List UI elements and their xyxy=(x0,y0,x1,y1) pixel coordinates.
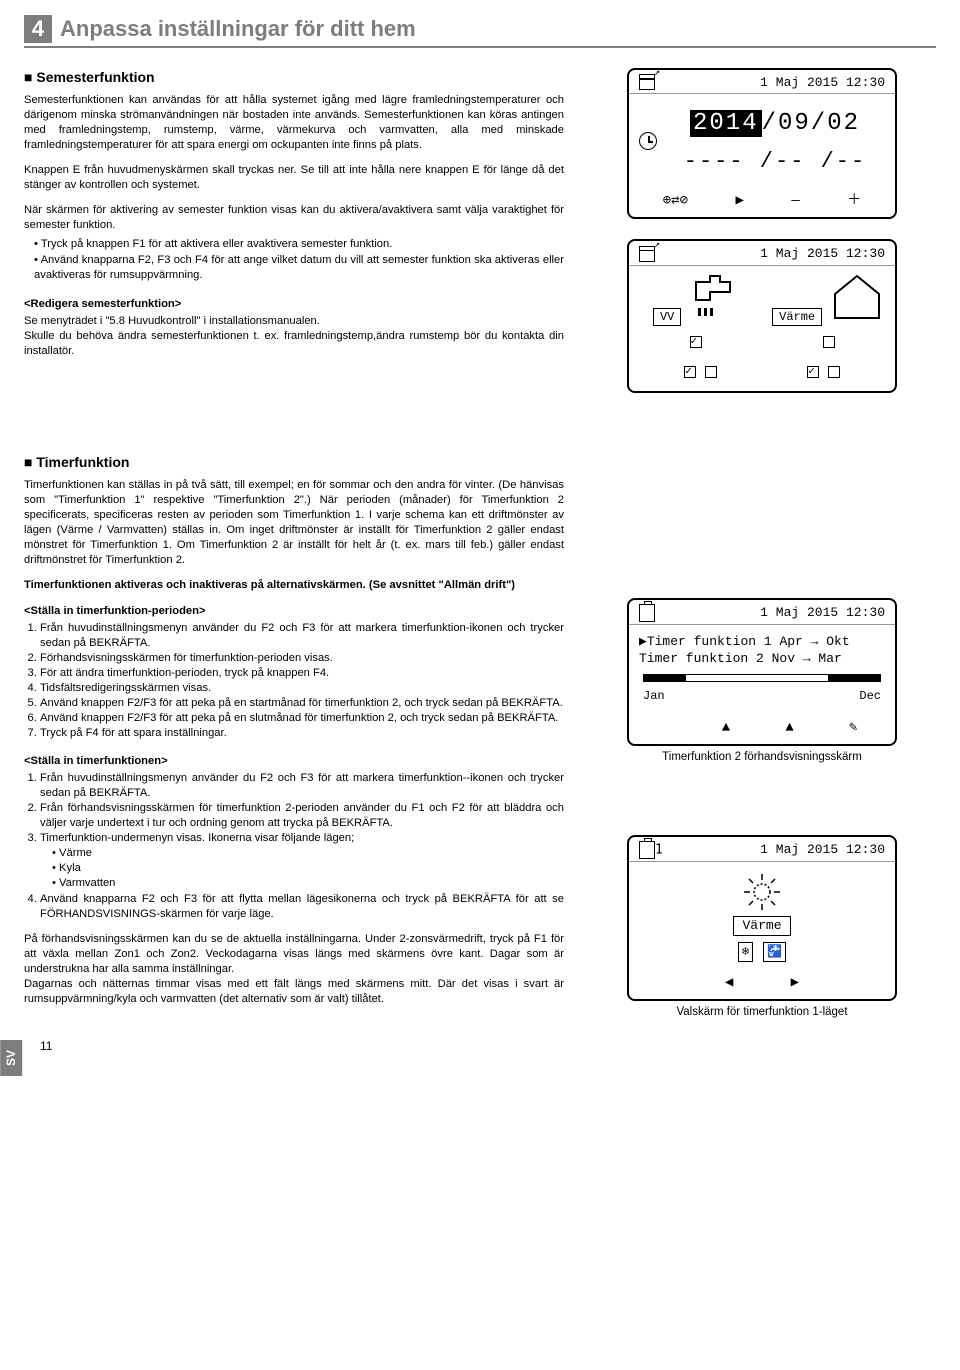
timer-line-2: Timer funktion 2 Nov → Mar xyxy=(639,650,885,668)
section-title: Anpassa inställningar för ditt hem xyxy=(60,14,416,44)
softkey-icon: ✎ xyxy=(849,719,857,738)
period-steps: Från huvudinställningsmenyn använder du … xyxy=(24,621,564,742)
checkbox-icon xyxy=(807,366,819,378)
dhw-column: VV xyxy=(639,272,752,354)
lcd-mode-select-wrap: 1 1 Maj 2015 12:30 xyxy=(627,835,897,1020)
softkey-icon: ◀ xyxy=(725,974,733,993)
month-end: Dec xyxy=(859,688,881,704)
lcd-timer-preview-wrap: 1 Maj 2015 12:30 ▶Timer funktion 1 Apr →… xyxy=(627,598,897,765)
timer-figures: 1 Maj 2015 12:30 ▶Timer funktion 1 Apr →… xyxy=(588,478,936,1021)
checkbox-icon xyxy=(690,336,702,348)
paragraph: Timerfunktionen aktiveras och inaktivera… xyxy=(24,578,564,593)
varme-label: Värme xyxy=(772,308,822,326)
softkey-icon: — xyxy=(791,192,799,211)
mode-label: Värme xyxy=(733,916,790,936)
step: Använd knappen F2/F3 för att peka på en … xyxy=(40,711,564,726)
lcd-datetime: 1 Maj 2015 12:30 xyxy=(760,841,885,859)
subheading: <Ställa in timerfunktion-perioden> xyxy=(24,604,564,619)
softkey-icon: ▶ xyxy=(791,974,799,993)
mode-item: • Varmvatten xyxy=(52,876,564,891)
subheading: <Ställa in timerfunktionen> xyxy=(24,754,564,769)
lcd-mode-select: 1 1 Maj 2015 12:30 xyxy=(627,835,897,1001)
section-number: 4 xyxy=(24,15,52,43)
semester-section: Semesterfunktion Semesterfunktionen kan … xyxy=(24,68,936,393)
step: Från förhandsvisningsskärmen för timerfu… xyxy=(40,801,564,831)
checkbox-icon xyxy=(823,336,835,348)
paragraph: När skärmen för aktivering av semester f… xyxy=(24,203,564,233)
timer-text: Timerfunktionen kan ställas in på två sä… xyxy=(24,478,564,1018)
timer1-icon: 1 xyxy=(639,841,663,859)
paragraph: Knappen E från huvudmenyskärmen skall tr… xyxy=(24,163,564,193)
step: Timerfunktion-undermenyn visas. Ikonerna… xyxy=(40,831,564,891)
mode-item: • Värme xyxy=(52,846,564,861)
step: Använd knappen F2/F3 för att peka på en … xyxy=(40,696,564,711)
step: Använd knapparna F2 och F3 för att flytt… xyxy=(40,892,564,922)
figure-caption: Timerfunktion 2 förhandsvisningsskärm xyxy=(627,750,897,766)
clock-icon xyxy=(639,132,657,150)
step: Tidsfältsredigeringsskärmen visas. xyxy=(40,681,564,696)
step: Tryck på F4 för att spara inställningar. xyxy=(40,726,564,741)
softkey-icon: ▲ xyxy=(722,719,730,738)
sun-icon xyxy=(735,870,789,914)
lcd-datetime: 1 Maj 2015 12:30 xyxy=(760,245,885,263)
checkbox-icon xyxy=(828,366,840,378)
timer-heading: Timerfunktion xyxy=(24,453,936,472)
month-start: Jan xyxy=(643,688,665,704)
date-line-1: 2014/09/02 xyxy=(665,108,885,140)
calendar-icon xyxy=(639,246,655,262)
page-number: 11 xyxy=(40,1038,52,1054)
language-tab: SV xyxy=(0,1040,22,1076)
lcd-softkeys: ◀▶ xyxy=(629,970,895,999)
softkey-icon: ＋ xyxy=(847,192,861,211)
timer-line-1: ▶Timer funktion 1 Apr → Okt xyxy=(639,633,885,651)
mode-item: • Kyla xyxy=(52,861,564,876)
tap-icon xyxy=(688,272,738,320)
tap-small-icon: 🚰 xyxy=(763,942,786,962)
paragraph: Timerfunktionen kan ställas in på två sä… xyxy=(24,478,564,569)
softkey-icon: ⊕⇄⊘ xyxy=(663,192,688,211)
vv-label: VV xyxy=(653,308,681,326)
softkey-icon: ▶ xyxy=(735,192,743,211)
softkey-icon: ▲ xyxy=(785,719,793,738)
checkbox-icon xyxy=(684,366,696,378)
date-line-2: ---- /-- /-- xyxy=(665,147,885,177)
bullet: Tryck på knappen F1 för att aktivera ell… xyxy=(34,237,564,252)
paragraph: Se menyträdet i "5.8 Huvudkontroll" i in… xyxy=(24,314,564,359)
edit-heading: <Redigera semesterfunktion> xyxy=(24,297,564,312)
step: Förhandsvisningsskärmen för timerfunktio… xyxy=(40,651,564,666)
house-icon xyxy=(829,272,885,320)
lcd-timer-preview: 1 Maj 2015 12:30 ▶Timer funktion 1 Apr →… xyxy=(627,598,897,746)
heat-column: Värme xyxy=(772,272,885,354)
lcd-datetime: 1 Maj 2015 12:30 xyxy=(760,604,885,622)
step: För att ändra timerfunktion-perioden, tr… xyxy=(40,666,564,681)
checkbox-icon xyxy=(705,366,717,378)
timer-section: Timerfunktion Timerfunktionen kan ställa… xyxy=(24,453,936,1020)
bullet: Använd knapparna F2, F3 och F4 för att a… xyxy=(34,253,564,283)
page-header: 4 Anpassa inställningar för ditt hem xyxy=(24,14,936,48)
timer-icon xyxy=(639,604,655,622)
lcd-datetime: 1 Maj 2015 12:30 xyxy=(760,74,885,92)
figure-caption: Valskärm för timerfunktion 1-läget xyxy=(627,1005,897,1021)
calendar-icon xyxy=(639,74,655,90)
lcd-softkeys: ⊕⇄⊘ ▶ — ＋ xyxy=(629,188,895,217)
step: Från huvudinställningsmenyn använder du … xyxy=(40,771,564,801)
step: Från huvudinställningsmenyn använder du … xyxy=(40,621,564,651)
lcd-softkeys xyxy=(629,362,895,391)
semester-figures: 1 Maj 2015 12:30 2014/09/02 ---- /-- /--… xyxy=(588,68,936,393)
lcd-mode-screen: 1 Maj 2015 12:30 VV Värme xyxy=(627,239,897,393)
paragraph: Semesterfunktionen kan användas för att … xyxy=(24,93,564,153)
lcd-softkeys: ▲ ▲ ✎ xyxy=(629,715,895,744)
lcd-date-screen: 1 Maj 2015 12:30 2014/09/02 ---- /-- /--… xyxy=(627,68,897,220)
semester-heading: Semesterfunktion xyxy=(24,68,564,87)
semester-text: Semesterfunktion Semesterfunktionen kan … xyxy=(24,68,564,370)
snow-icon: ❄ xyxy=(738,942,753,962)
paragraph: På förhandsvisningsskärmen kan du se de … xyxy=(24,932,564,1008)
month-slider xyxy=(643,674,881,682)
set-steps: Från huvudinställningsmenyn använder du … xyxy=(24,771,564,922)
